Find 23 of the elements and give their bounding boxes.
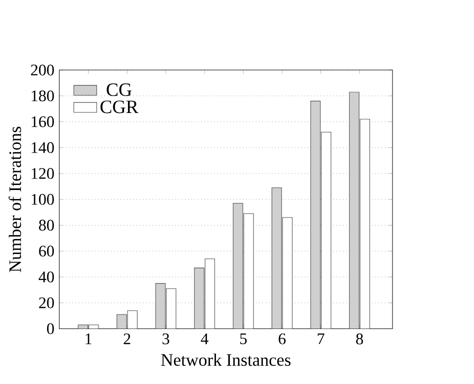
y-axis-title: Number of Iterations xyxy=(8,126,22,272)
y-tick-label: 20 xyxy=(39,297,54,308)
x-tick-label: 3 xyxy=(162,333,170,344)
x-tick-label: 6 xyxy=(278,333,286,344)
y-tick-label: 100 xyxy=(32,194,54,205)
legend-label: CG xyxy=(106,83,132,96)
y-tick-label: 40 xyxy=(38,271,54,282)
x-tick-label: 4 xyxy=(200,333,208,344)
y-tick-label: 0 xyxy=(47,323,54,334)
x-axis-title: Network Instances xyxy=(161,354,290,366)
y-tick-label: 140 xyxy=(32,142,54,153)
x-tick-label: 2 xyxy=(124,333,130,344)
y-tick-label: 60 xyxy=(39,246,54,256)
y-tick-label: 180 xyxy=(32,90,54,102)
x-tick-label: 8 xyxy=(356,333,363,344)
legend-label: CGR xyxy=(100,100,138,114)
y-tick-label: 80 xyxy=(38,220,54,231)
y-tick-label: 160 xyxy=(32,116,54,128)
x-tick-label: 7 xyxy=(318,333,324,344)
y-tick-label: 120 xyxy=(32,168,54,179)
y-tick-label: 200 xyxy=(31,64,54,76)
x-tick-label: 5 xyxy=(240,333,247,344)
x-tick-label: 1 xyxy=(86,333,92,344)
